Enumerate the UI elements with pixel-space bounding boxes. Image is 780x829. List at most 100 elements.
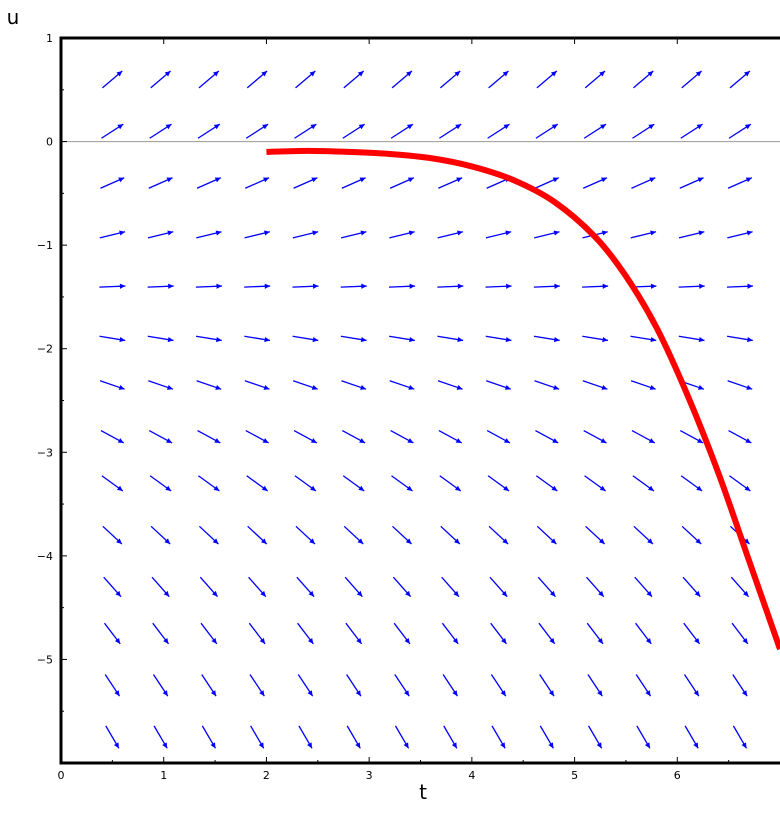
- direction-arrow: [102, 525, 123, 545]
- direction-arrow: [388, 283, 416, 289]
- direction-arrow: [438, 429, 463, 444]
- x-tick-label: 2: [263, 769, 270, 782]
- direction-arrow: [150, 525, 171, 545]
- direction-arrow: [389, 230, 415, 239]
- direction-arrow: [343, 525, 364, 545]
- direction-arrow: [196, 230, 222, 239]
- direction-arrow: [297, 674, 314, 697]
- direction-arrow: [394, 674, 410, 697]
- direction-arrow: [683, 674, 700, 697]
- direction-arrow: [340, 230, 367, 239]
- y-tick-label: −4: [37, 550, 53, 563]
- direction-arrow: [105, 725, 120, 749]
- direction-arrow: [582, 177, 608, 189]
- direction-arrow: [151, 576, 170, 598]
- direction-arrow: [393, 622, 411, 645]
- direction-arrow: [727, 335, 753, 343]
- direction-arrow: [631, 429, 656, 444]
- direction-arrow: [632, 475, 655, 492]
- direction-arrow: [298, 725, 313, 749]
- direction-arrow: [727, 380, 753, 390]
- y-tick-label: −2: [37, 343, 53, 356]
- direction-arrow: [586, 576, 605, 598]
- direction-arrow: [439, 70, 461, 89]
- direction-arrow: [292, 283, 319, 289]
- direction-arrow: [248, 576, 267, 598]
- direction-arrow: [678, 230, 705, 239]
- direction-arrow: [679, 177, 704, 189]
- direction-arrow: [153, 725, 168, 749]
- direction-arrow: [486, 429, 511, 444]
- direction-arrow: [683, 622, 701, 645]
- direction-arrow: [729, 475, 751, 492]
- axis-ticks: 0 1 2 3 4 5 6 1 0 −1 −2 −3 −4 −5: [37, 32, 730, 782]
- direction-arrow: [630, 230, 657, 239]
- direction-arrow: [392, 576, 412, 598]
- direction-arrow: [198, 70, 220, 89]
- direction-arrow: [389, 177, 415, 189]
- direction-arrow: [152, 674, 169, 697]
- direction-arrow: [680, 475, 703, 492]
- direction-arrow: [245, 123, 269, 139]
- direction-arrow: [535, 475, 558, 492]
- direction-arrow: [147, 230, 174, 239]
- direction-arrow: [682, 576, 701, 598]
- direction-arrow: [491, 725, 506, 749]
- direction-arrow: [438, 177, 463, 189]
- axes-box: [59, 36, 780, 765]
- direction-arrow: [583, 429, 607, 444]
- direction-arrow: [244, 380, 270, 390]
- direction-arrow: [533, 335, 560, 343]
- direction-arrow: [631, 177, 656, 189]
- direction-arrow: [730, 576, 750, 598]
- direction-arrow: [726, 283, 753, 289]
- direction-arrow: [297, 622, 314, 645]
- direction-arrow: [535, 429, 559, 444]
- direction-arrow: [197, 429, 221, 444]
- direction-arrow: [341, 177, 366, 189]
- direction-arrow: [201, 725, 217, 749]
- direction-arrow: [101, 123, 124, 139]
- direction-arrow: [197, 123, 221, 139]
- direction-arrow: [195, 283, 222, 289]
- direction-arrow: [391, 70, 413, 89]
- x-tick-label: 0: [58, 769, 65, 782]
- direction-arrow: [439, 475, 462, 492]
- direction-arrow: [485, 230, 512, 239]
- direction-arrow: [489, 576, 508, 598]
- direction-arrow: [247, 525, 268, 545]
- direction-arrow: [537, 576, 556, 598]
- direction-arrow: [534, 230, 560, 239]
- direction-arrow: [732, 725, 748, 749]
- direction-arrow: [538, 622, 556, 645]
- direction-arrow: [295, 70, 316, 89]
- direction-arrow: [340, 335, 367, 343]
- x-tick-label: 1: [160, 769, 167, 782]
- direction-arrow: [100, 177, 125, 189]
- direction-arrow: [244, 230, 270, 239]
- direction-arrow: [341, 380, 367, 390]
- direction-arrow: [147, 335, 174, 343]
- direction-arrow: [583, 123, 607, 139]
- direction-arrow: [680, 123, 703, 139]
- direction-arrow: [198, 475, 220, 492]
- direction-arrow: [437, 230, 464, 239]
- direction-arrow: [490, 674, 507, 697]
- direction-arrow: [485, 335, 512, 343]
- direction-arrow: [296, 576, 315, 598]
- direction-arrow: [244, 283, 271, 289]
- direction-arrow: [149, 475, 172, 492]
- direction-arrow: [294, 123, 317, 139]
- direction-arrow: [148, 177, 173, 189]
- direction-arrow: [635, 674, 652, 697]
- direction-arrow: [582, 283, 609, 289]
- direction-arrow: [488, 525, 509, 545]
- direction-arrow: [200, 622, 218, 645]
- direction-arrow: [249, 674, 265, 697]
- direction-arrow: [245, 429, 269, 444]
- direction-arrow: [732, 674, 748, 697]
- y-tick-label: 1: [46, 32, 53, 45]
- direction-arrow: [345, 622, 363, 645]
- direction-arrow: [342, 475, 365, 492]
